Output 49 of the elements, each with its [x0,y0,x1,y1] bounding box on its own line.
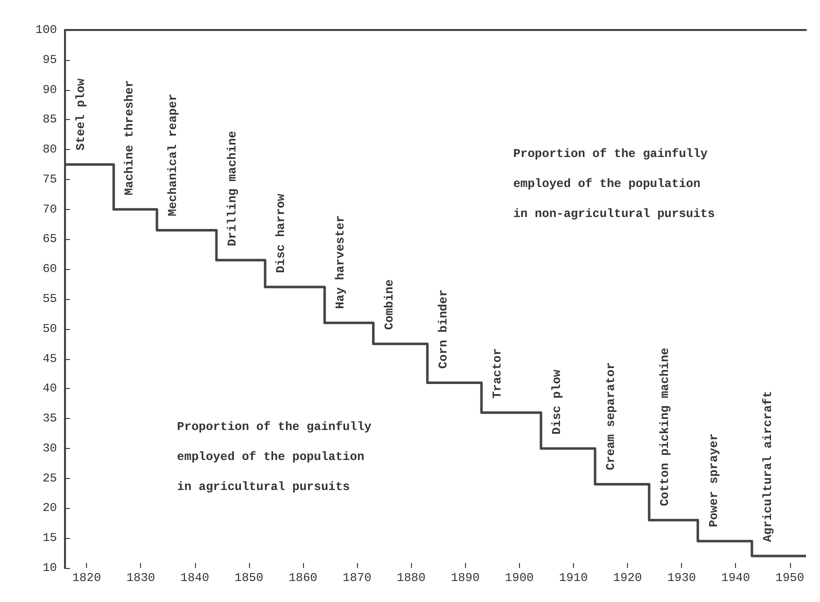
x-tick-label: 1870 [342,571,372,585]
y-tick-label: 25 [42,471,57,486]
x-tick-label: 1950 [775,571,804,585]
annotation: Cream separator [604,362,618,470]
y-tick-label: 15 [42,531,57,546]
annotation: Tractor [490,348,504,399]
y-tick-label: 60 [42,262,57,276]
annotation: Combine [382,279,396,330]
annotation: Drilling machine [225,130,240,246]
y-tick-label: 40 [42,382,57,396]
y-tick-label: 45 [42,352,57,366]
x-tick-label: 1850 [234,571,264,585]
y-tick-label: 20 [42,501,57,516]
annotation: Agricultural aircraft [760,390,775,542]
text: Proportion of the gainfully employed of the population in non-agricultural pursuits [513,147,715,222]
y-tick-label: 85 [42,112,57,127]
x-tick-label: 1820 [72,571,102,585]
annotation: Disc harrow [274,193,288,274]
x-tick-label: 1840 [180,571,210,585]
annotation: Hay harvester [334,215,348,309]
y-tick-label: 35 [42,412,57,426]
x-tick-label: 1900 [504,571,534,585]
x-tick-label: 1830 [126,571,156,585]
text: Proportion of the gainfully employed of the population in agricultural pursuits [177,420,372,494]
y-tick-label: 65 [42,232,57,246]
y-tick-label: 50 [42,322,57,336]
x-tick-label: 1910 [559,571,588,585]
x-tick-label: 1930 [667,571,696,585]
x-tick-label: 1940 [721,571,750,585]
y-tick-label: 90 [42,82,57,97]
annotation: Power sprayer [706,433,721,528]
y-tick-label: 95 [42,52,57,67]
y-tick-label: 75 [42,172,57,186]
y-tick-label: 80 [42,142,57,157]
x-tick-label: 1920 [613,571,642,585]
annotation: Mechanical reaper [166,94,180,216]
annotation: Corn binder [436,289,450,369]
x-tick-label: 1890 [450,571,480,585]
y-tick-label: 70 [42,202,57,216]
annotation: Disc plow [550,368,564,434]
y-tick-label: 30 [42,441,57,456]
y-tick-label: 100 [35,23,57,37]
x-tick-label: 1860 [288,571,318,585]
annotation: Machine thresher [122,80,137,196]
y-tick-label: 10 [42,561,57,575]
y-tick-label: 55 [42,292,57,306]
annotation: Cotton picking machine [658,348,672,506]
x-tick-label: 1880 [396,571,426,585]
annotation: Steel plow [74,78,88,150]
